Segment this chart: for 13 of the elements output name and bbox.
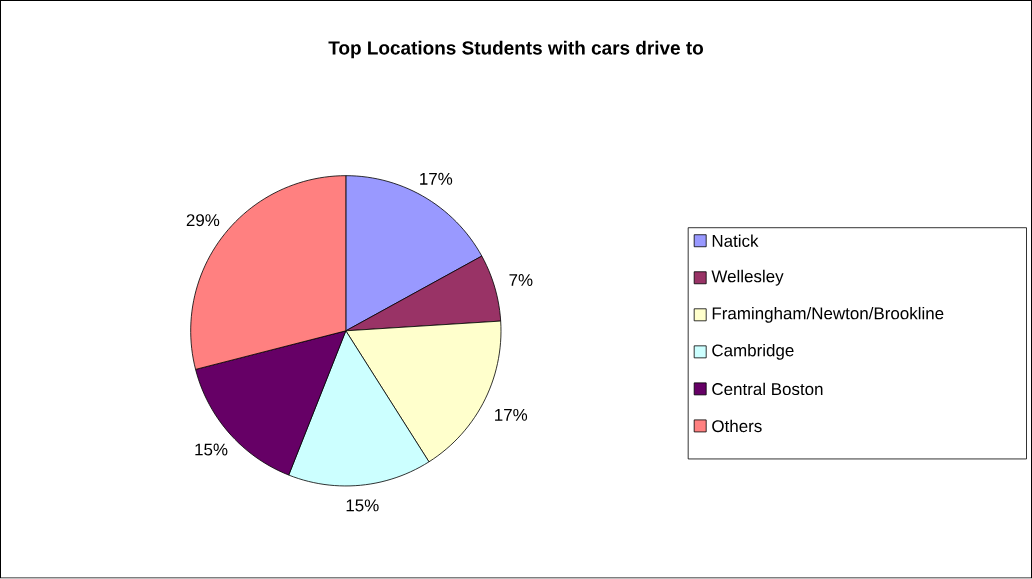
data-label: 15% [195, 443, 228, 456]
data-label: 15% [346, 499, 379, 512]
data-label: 17% [495, 409, 528, 421]
data-label: 7% [509, 274, 533, 287]
data-label: 29% [186, 214, 220, 227]
chart-title: Top Locations Students with cars drive to [328, 40, 703, 59]
legend-label: Wellesley [711, 270, 784, 286]
legend-label: Cambridge [712, 344, 794, 360]
legend-label: Framingham/Newton/Brookline [712, 307, 944, 323]
legend-label: Central Boston [712, 382, 823, 396]
legend-label: Natick [712, 234, 759, 248]
legend-label: Others [712, 419, 762, 433]
data-label: 17% [420, 173, 453, 185]
